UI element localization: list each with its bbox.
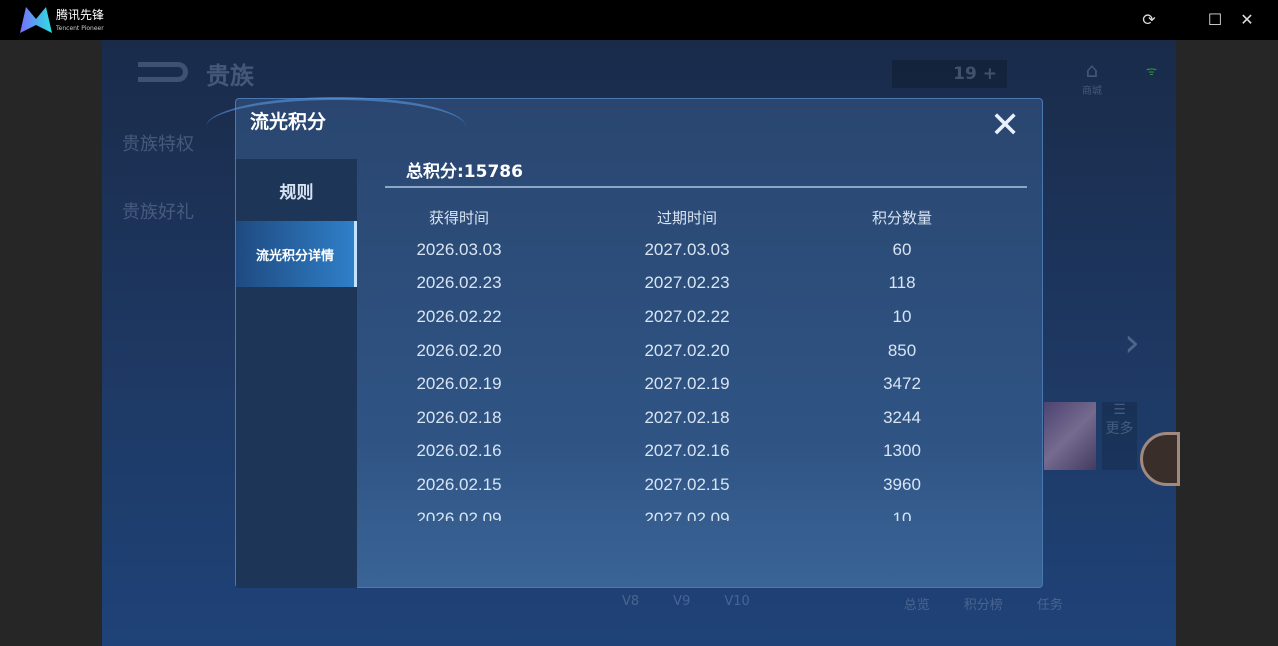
- table-row: 2026.02.09 2027.02.09 10: [385, 502, 1027, 521]
- table-row: 2026.02.16 2027.02.16 1300: [385, 435, 1027, 469]
- table-cell: 10: [892, 508, 912, 521]
- table-cell: 2027.02.18: [644, 407, 730, 427]
- table-cell: 3960: [883, 474, 921, 494]
- nav-overview[interactable]: 总览: [903, 598, 930, 613]
- nav-v8[interactable]: V8: [622, 594, 640, 609]
- sidebar-item-privileges[interactable]: 贵族特权: [122, 134, 194, 155]
- table-cell: 2026.02.23: [416, 273, 502, 293]
- coin-counter[interactable]: 19 +: [892, 60, 1007, 88]
- floating-assist-button[interactable]: [1140, 432, 1180, 486]
- table-cell: 2027.02.22: [644, 306, 730, 326]
- nav-leaderboard[interactable]: 积分榜: [963, 598, 1003, 613]
- app-subtitle: Tencent Pioneer: [56, 25, 104, 32]
- table-row: 2026.02.15 2027.02.15 3960: [385, 468, 1027, 502]
- list-icon: ☰: [1113, 402, 1126, 418]
- title-bar: 腾讯先锋 Tencent Pioneer ⟳ ☐ ✕: [0, 0, 1278, 40]
- table-cell: 2027.03.03: [644, 239, 730, 259]
- table-row: 2026.02.23 2027.02.23 118: [385, 267, 1027, 301]
- close-modal-button[interactable]: ✕: [990, 105, 1021, 146]
- table-row: 2026.02.19 2027.02.19 3472: [385, 367, 1027, 401]
- divider: [385, 186, 1027, 188]
- app-logo-icon: [20, 7, 52, 33]
- table-row: 2026.02.18 2027.02.18 3244: [385, 401, 1027, 435]
- table-cell: 3472: [883, 374, 921, 394]
- bottom-nav: V8 V9 V10 总览 积分榜 任务: [622, 594, 1063, 613]
- table-cell: 2027.02.15: [644, 474, 730, 494]
- points-table[interactable]: 获得时间 过期时间 积分数量 2026.03.03 2027.03.03 60 202…: [385, 203, 1027, 522]
- tab-points-details[interactable]: 流光积分详情: [236, 221, 357, 287]
- refresh-icon[interactable]: ⟳: [1142, 10, 1156, 29]
- table-cell: 2026.02.15: [416, 474, 502, 494]
- shop-button[interactable]: ⌂ 商城: [1082, 58, 1102, 97]
- column-header: 过期时间: [656, 208, 717, 227]
- page-title: 贵族: [206, 62, 254, 90]
- maximize-icon[interactable]: ☐: [1207, 10, 1223, 29]
- table-row: 2026.02.22 2027.02.22 10: [385, 300, 1027, 334]
- cloud-decoration: [206, 97, 466, 157]
- shop-icon: ⌂: [1085, 58, 1099, 82]
- table-cell: 2027.02.19: [644, 374, 730, 394]
- table-cell: 2026.02.16: [416, 441, 502, 461]
- close-icon[interactable]: ✕: [1240, 10, 1254, 29]
- table-cell: 2027.02.20: [644, 340, 730, 360]
- table-cell: 850: [887, 340, 917, 360]
- more-label: 更多: [1105, 421, 1134, 437]
- column-header: 积分数量: [871, 208, 932, 227]
- table-cell: 2026.02.20: [416, 340, 502, 360]
- table-cell: 118: [888, 273, 916, 293]
- column-header: 获得时间: [428, 208, 489, 227]
- total-points: 总积分:15786: [406, 162, 523, 182]
- tab-rules[interactable]: 规则: [279, 182, 314, 203]
- table-row: 2026.03.03 2027.03.03 60: [385, 233, 1027, 267]
- app-name-text: 腾讯先锋: [56, 8, 105, 22]
- table-cell: 2027.02.16: [644, 441, 730, 461]
- table-header: 获得时间 过期时间 积分数量: [385, 203, 1027, 231]
- table-cell: 1300: [883, 441, 921, 461]
- table-cell: 2027.02.09: [644, 508, 730, 521]
- table-cell: 2026.02.09: [416, 508, 502, 521]
- table-cell: 10: [892, 306, 912, 326]
- modal-title: 流光积分: [250, 111, 327, 133]
- table-cell: 60: [892, 239, 912, 259]
- table-row: 2026.02.20 2027.02.20 850: [385, 334, 1027, 368]
- coin-count: 19: [953, 64, 977, 84]
- modal-tabs: 规则 流光积分详情: [236, 159, 357, 588]
- table-cell: 2026.02.19: [416, 374, 502, 394]
- nav-v9[interactable]: V9: [673, 594, 691, 609]
- table-cell: 2027.02.23: [644, 273, 730, 293]
- table-cell: 3244: [883, 407, 921, 427]
- points-modal: 流光积分 ✕ 规则 流光积分详情 总积分:15786 获得时间 过期时间 积分数…: [206, 97, 1043, 588]
- wifi-icon: ᯤ: [1146, 64, 1157, 78]
- more-button[interactable]: ☰ 更多: [1102, 402, 1137, 470]
- back-icon[interactable]: [138, 62, 188, 82]
- sidebar-item-gifts[interactable]: 贵族好礼: [122, 202, 194, 223]
- table-cell: 2026.03.03: [416, 239, 502, 259]
- chevron-right-icon[interactable]: ›: [1124, 320, 1140, 366]
- table-cell: 2026.02.18: [416, 407, 502, 427]
- nav-tasks[interactable]: 任务: [1036, 598, 1063, 613]
- shop-label: 商城: [1082, 86, 1102, 97]
- nav-v10[interactable]: V10: [724, 594, 750, 609]
- hero-thumbnail[interactable]: [1044, 402, 1096, 470]
- table-cell: 2026.02.22: [416, 306, 502, 326]
- app-name: 腾讯先锋 Tencent Pioneer: [56, 9, 104, 35]
